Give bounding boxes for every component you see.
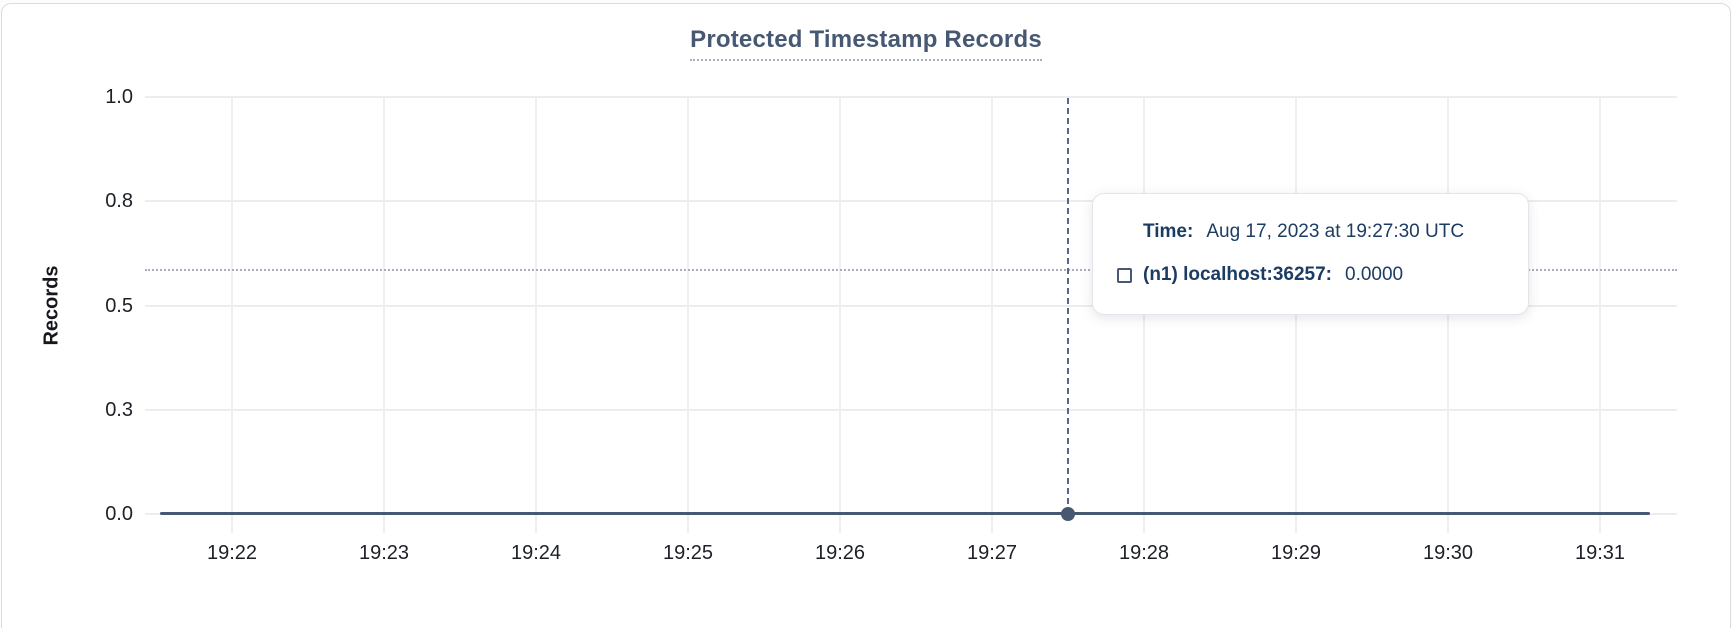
x-axis-tick-label: 19:24 [510, 542, 562, 564]
tooltip-time-value: Aug 17, 2023 at 19:27:30 UTC [1206, 221, 1465, 242]
chart-tooltip: Time: Aug 17, 2023 at 19:27:30 UTC (n1) … [1092, 193, 1529, 315]
y-axis-tick-label: 0.8 [105, 190, 133, 212]
gridline-horizontal [145, 409, 1677, 411]
x-axis-tick-label: 19:27 [966, 542, 1018, 564]
tooltip-series-row: (n1) localhost:36257: 0.0000 [1117, 264, 1508, 286]
y-axis-title-box: Records [30, 97, 74, 514]
gridline-vertical [383, 97, 385, 533]
x-axis-tick-label: 19:30 [1422, 542, 1474, 564]
tooltip-series-value: 0.0000 [1345, 264, 1404, 285]
tooltip-time-label: Time: [1143, 221, 1194, 242]
gridline-vertical [839, 97, 841, 533]
gridline-horizontal [145, 305, 1677, 307]
hover-point-dot [1061, 507, 1075, 521]
gridline-vertical [1295, 97, 1297, 533]
y-axis-tick-label: 1.0 [105, 86, 133, 108]
x-axis-tick-label: 19:22 [206, 542, 258, 564]
x-axis-tick-label: 19:28 [1118, 542, 1170, 564]
gridline-vertical [1447, 97, 1449, 533]
gridline-horizontal [145, 200, 1677, 202]
y-axis-title: Records [40, 265, 63, 346]
chart-header: Protected Timestamp Records [0, 26, 1732, 61]
x-axis-tick-label: 19:25 [662, 542, 714, 564]
gridline-vertical [1599, 97, 1601, 533]
series-line [160, 512, 1650, 515]
plot-area[interactable]: 1.0 0.8 0.5 0.3 0.0 19:22 19:23 19:24 19:25 19:26… [105, 86, 1677, 564]
x-axis-tick-label: 19:26 [814, 542, 866, 564]
gridline-vertical [1143, 97, 1145, 533]
hover-crosshair-vertical [1067, 98, 1069, 514]
chart-title[interactable]: Protected Timestamp Records [690, 26, 1042, 61]
x-axis-tick-label: 19:29 [1270, 542, 1322, 564]
x-axis-tick-label: 19:31 [1574, 542, 1626, 564]
gridline-vertical [535, 97, 537, 533]
x-axis-tick-label: 19:23 [358, 542, 410, 564]
hover-guideline-horizontal [145, 269, 1677, 271]
panel-background [1, 3, 1731, 628]
gridline-vertical [991, 97, 993, 533]
gridline-vertical [231, 97, 233, 533]
tooltip-series-label: (n1) localhost:36257: [1143, 264, 1332, 285]
tooltip-time-row: Time: Aug 17, 2023 at 19:27:30 UTC [1143, 221, 1508, 243]
y-axis-tick-label: 0.3 [105, 399, 133, 421]
y-axis-tick-label: 0.0 [105, 503, 133, 525]
series-swatch-icon [1117, 267, 1132, 283]
gridline-horizontal [145, 96, 1677, 98]
y-axis-tick-label: 0.5 [105, 295, 133, 317]
gridline-vertical [687, 97, 689, 533]
